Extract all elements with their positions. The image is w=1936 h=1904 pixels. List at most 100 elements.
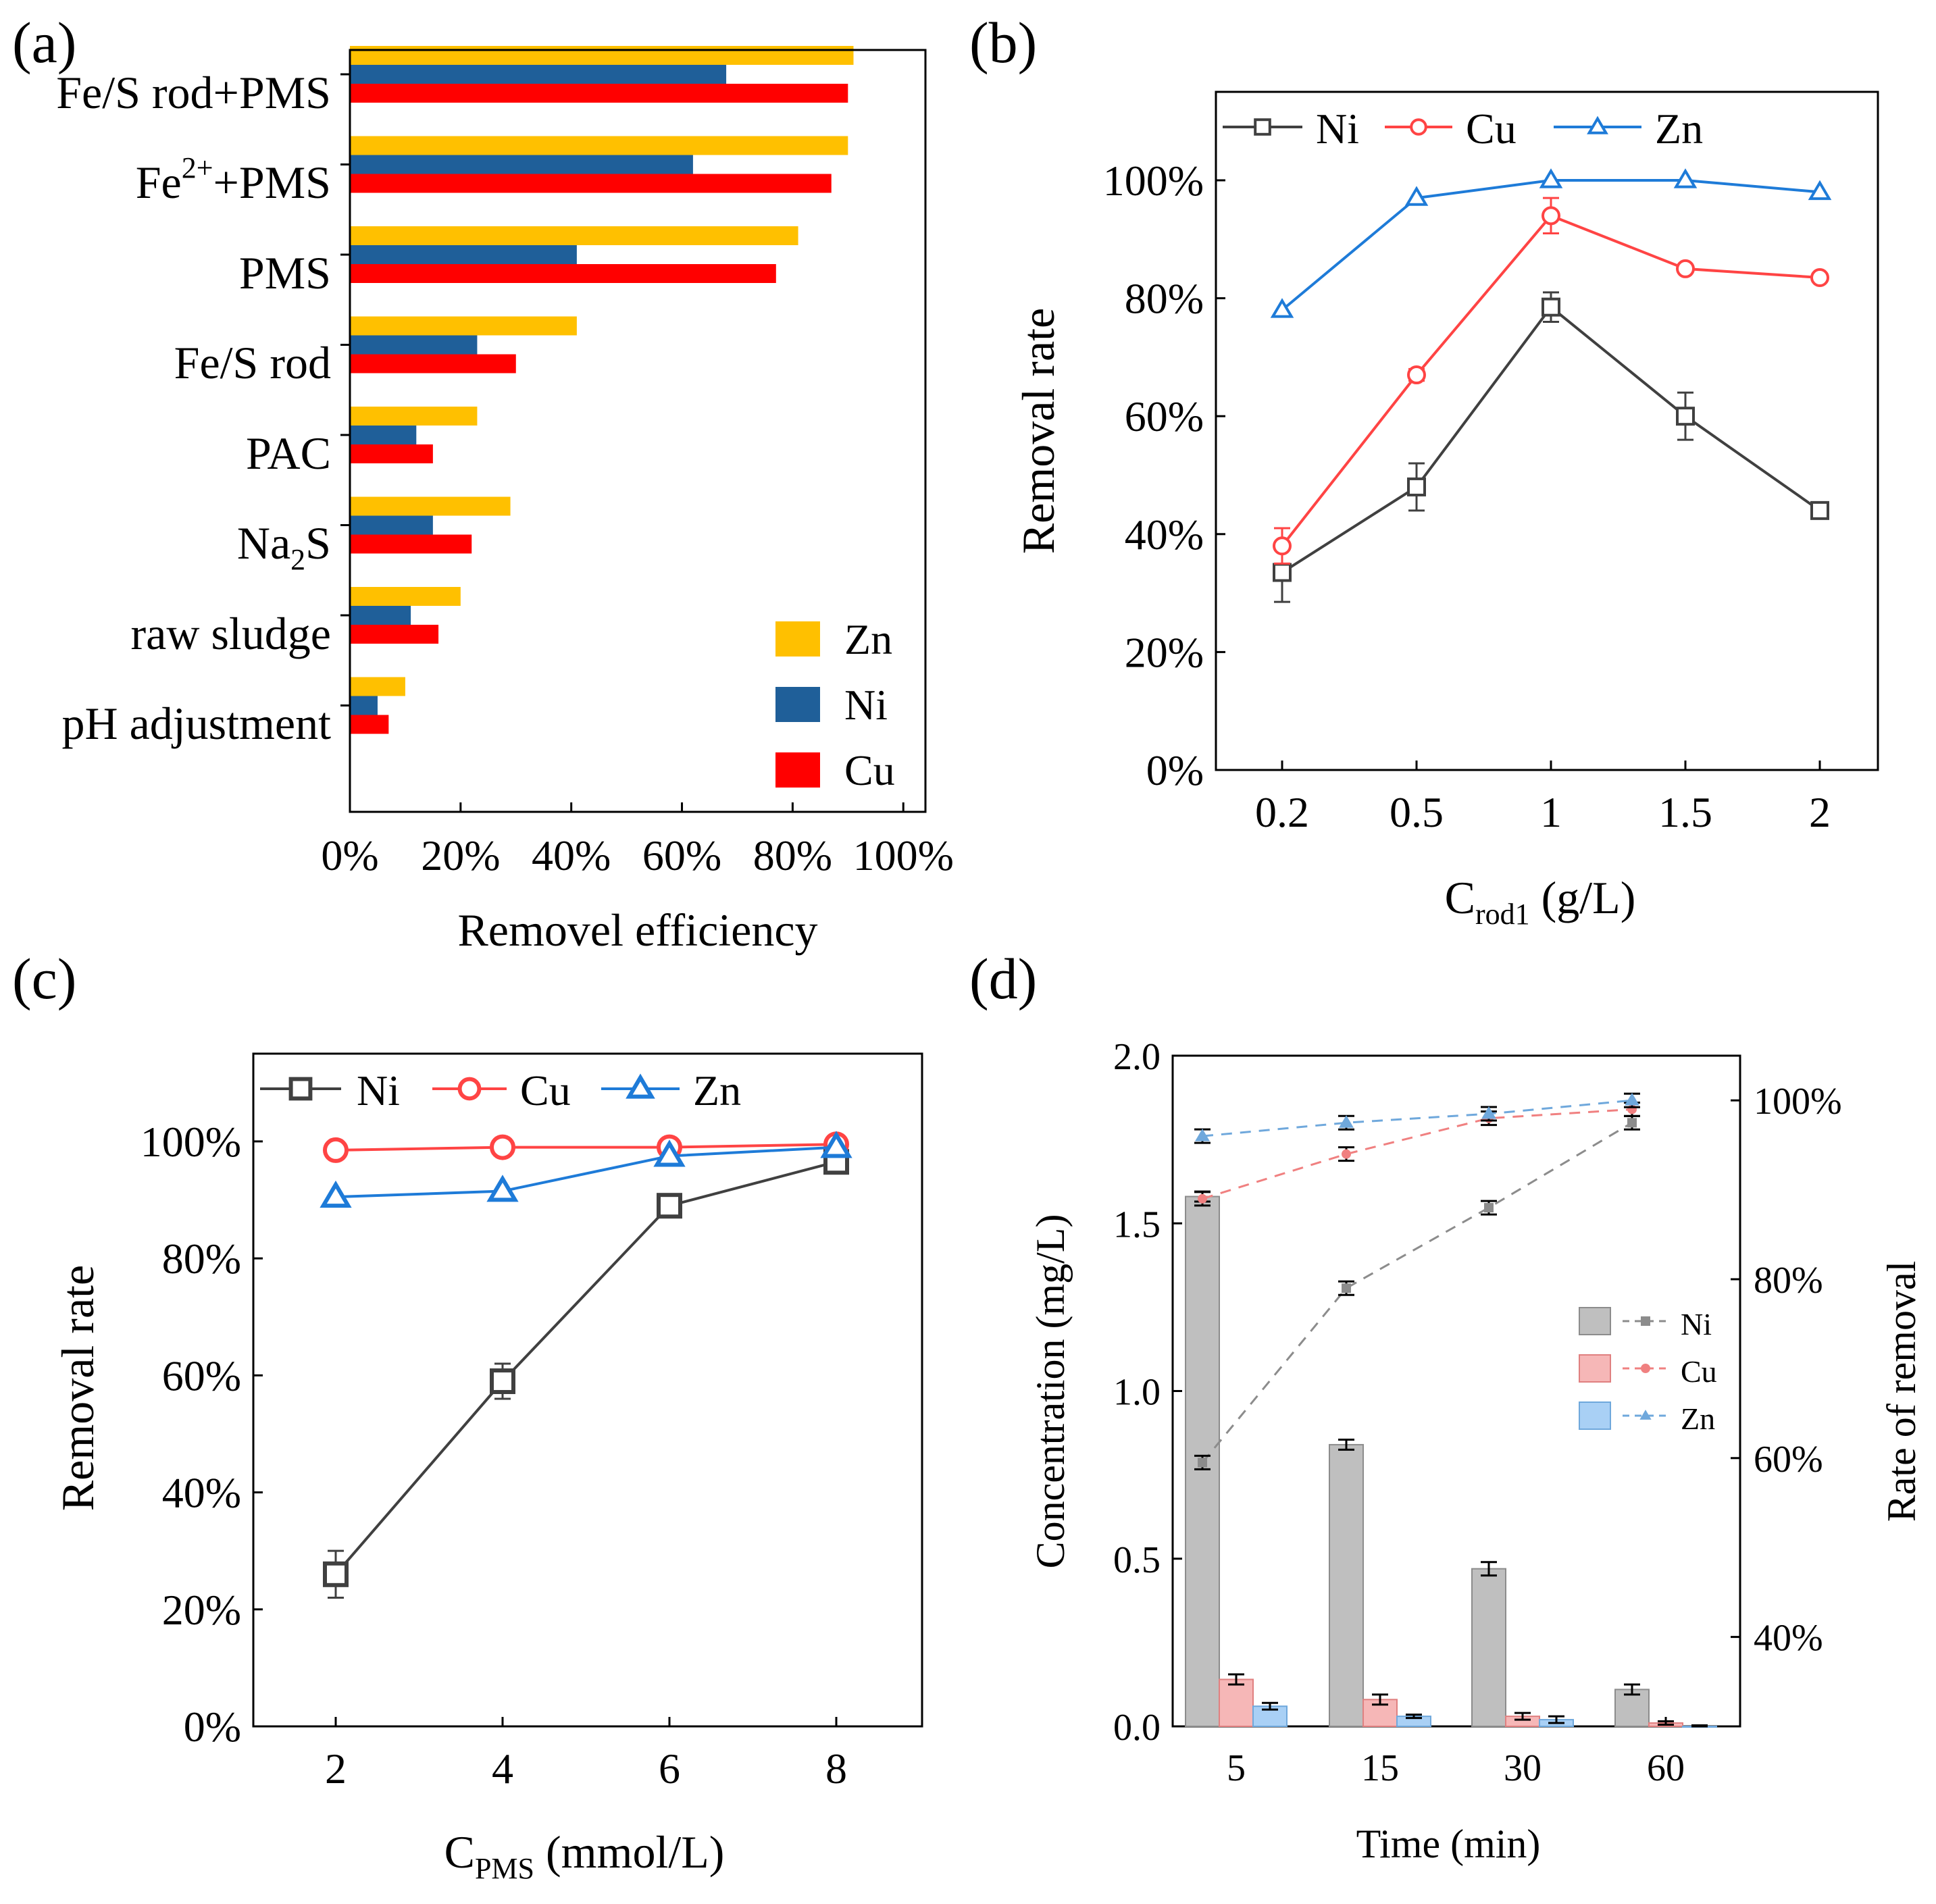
panel-a-frame <box>349 49 927 813</box>
rate-marker-ni-3 <box>1627 1118 1637 1128</box>
data-point-cu-2 <box>1542 206 1560 226</box>
category-label-ph-adjustment: pH adjustment <box>61 698 331 749</box>
y-tick-label: 80% <box>1125 275 1204 323</box>
bar-zn-0 <box>350 46 854 65</box>
data-point-ni-0 <box>323 1561 349 1587</box>
bar-cu-1 <box>350 174 832 193</box>
x-tick-label: 80% <box>753 831 832 879</box>
bar-error-zn-2 <box>1548 1715 1564 1724</box>
panel-c-series <box>320 1131 852 1599</box>
x-tick-label: 40% <box>532 831 611 879</box>
rate-line-ni <box>1201 1122 1633 1464</box>
right-y-tick-label: 40% <box>1754 1618 1823 1659</box>
data-point-ni-0 <box>1273 563 1292 582</box>
panel-d-ticks: 0.0 0.5 1.0 1.5 2.0 40% 60% 80% 100% 5 15 30 60 <box>1113 1036 1842 1789</box>
panel-d: (d) 0.00.51.01.52.040%60%80%100%5 15 30 60 … <box>969 946 1924 1866</box>
bar-ni-4 <box>350 426 417 444</box>
y-tick-label: 100% <box>141 1118 241 1166</box>
panel-a-bars <box>350 46 854 734</box>
legend-marker-zn <box>1587 115 1608 134</box>
legend-label-ni: Ni <box>844 681 888 729</box>
legend-swatch-cu <box>1579 1354 1611 1383</box>
panel-c-ticks: 0% 20% 40% 60% 80% 100% 2 4 6 8 <box>141 1118 847 1793</box>
series-line-ni <box>1281 305 1821 574</box>
panel-d-lines <box>1194 1092 1640 1470</box>
y-tick-label: 100% <box>1103 157 1204 205</box>
panel-a-x-ticks: 0% 20% 40% 60% 80% 100% <box>321 73 954 879</box>
legend-label-zn: Zn <box>693 1066 741 1114</box>
legend-label-ni: Ni <box>1681 1307 1712 1341</box>
legend-swatch-zn <box>1579 1401 1611 1430</box>
x-tick-label: 0% <box>321 831 378 879</box>
bar-cu-0 <box>1219 1678 1254 1727</box>
panel-c-y-axis-title: Removal rate <box>52 1265 103 1511</box>
y-tick-label: 60% <box>1125 392 1204 440</box>
x-tick-label: 30 <box>1504 1747 1542 1789</box>
panel-c-letter: (c) <box>12 946 76 1011</box>
category-label-na2s: Na2S <box>237 517 331 576</box>
legend-label-zn: Zn <box>1681 1401 1715 1436</box>
bar-ni-6 <box>350 606 411 625</box>
panel-b-series <box>1270 168 1832 603</box>
bar-error-ni-2 <box>1481 1561 1497 1577</box>
panel-c-x-axis-title: CPMS (mmol/L) <box>444 1826 725 1885</box>
bar-cu-0 <box>350 84 848 103</box>
bar-ni-3 <box>350 335 478 355</box>
data-point-ni-3 <box>1676 407 1695 426</box>
panel-d-letter: (d) <box>969 946 1037 1011</box>
panel-a-x-axis-title: Removel efficiency <box>457 904 817 956</box>
x-tick-label: 20% <box>421 831 500 879</box>
y-tick-label: 0% <box>184 1703 241 1751</box>
bar-zn-2 <box>350 226 798 245</box>
panel-a: (a) 0% 20% 40% 60% 80% 100% Fe/S rod+PMS Fe2+… <box>12 10 954 956</box>
x-tick-label: 100% <box>853 831 954 879</box>
panel-d-x-axis-title: Time (min) <box>1356 1822 1541 1866</box>
x-tick-label: 4 <box>492 1745 513 1793</box>
panel-b-ticks: 0% 20% 40% 60% 80% 100% 0.2 0.5 1 1.5 2 <box>1103 157 1831 836</box>
data-point-cu-1 <box>1407 365 1426 385</box>
bar-ni-0 <box>350 65 727 84</box>
y-tick-label: 20% <box>1125 628 1204 676</box>
data-point-ni-1 <box>1407 477 1426 496</box>
bar-error-cu-2 <box>1514 1712 1531 1721</box>
rate-marker-zn-3 <box>1625 1093 1639 1106</box>
legend-swatch-cu <box>775 752 820 788</box>
left-y-tick-label: 0.0 <box>1113 1707 1161 1749</box>
legend-marker-cu <box>457 1077 482 1101</box>
bar-ni-1 <box>1329 1443 1364 1727</box>
data-point-cu-0 <box>323 1137 349 1163</box>
data-point-zn-3 <box>820 1131 852 1158</box>
panel-c-legend: Ni Cu Zn <box>260 1066 741 1114</box>
left-y-tick-label: 2.0 <box>1113 1036 1161 1078</box>
y-tick-label: 40% <box>1125 511 1204 559</box>
panel-d-bars <box>1185 1190 1717 1728</box>
y-tick-label: 20% <box>162 1586 241 1634</box>
bar-ni-3 <box>1614 1689 1650 1728</box>
category-label-fes-rod: Fe/S rod <box>174 337 331 388</box>
bar-error-cu-1 <box>1372 1693 1388 1706</box>
bar-cu-2 <box>350 264 776 283</box>
x-tick-label: 1 <box>1540 788 1562 836</box>
data-point-zn-0 <box>1270 298 1294 318</box>
category-label-pms: PMS <box>239 247 331 299</box>
data-point-cu-4 <box>1810 268 1829 288</box>
data-point-zn-2 <box>1539 168 1563 188</box>
data-point-cu-1 <box>490 1134 515 1160</box>
panel-b: (b) 0% 20% 40% 60% 80% 100% 0.2 0.5 1 1.5 2 Ni Cu … <box>969 10 1879 931</box>
bar-ni-2 <box>350 245 577 264</box>
right-y-tick-label: 100% <box>1754 1081 1842 1123</box>
rate-line-cu <box>1202 1108 1633 1200</box>
legend-marker-zn <box>1639 1410 1652 1420</box>
rate-marker-zn-1 <box>1339 1115 1354 1128</box>
legend-swatch-ni <box>775 687 820 722</box>
panel-a-legend: Zn Ni Cu <box>775 615 895 794</box>
data-point-ni-4 <box>1810 500 1829 520</box>
x-tick-label: 2 <box>325 1745 347 1793</box>
x-tick-label: 5 <box>1227 1747 1246 1789</box>
panel-d-left-y-axis-title: Concentration (mg/L) <box>1028 1214 1073 1569</box>
left-y-tick-label: 1.0 <box>1113 1372 1161 1414</box>
data-point-zn-4 <box>1808 180 1832 201</box>
category-label-fes-rod-pms: Fe/S rod+PMS <box>56 67 331 118</box>
rate-marker-cu-1 <box>1342 1149 1351 1159</box>
x-tick-label: 8 <box>825 1745 847 1793</box>
